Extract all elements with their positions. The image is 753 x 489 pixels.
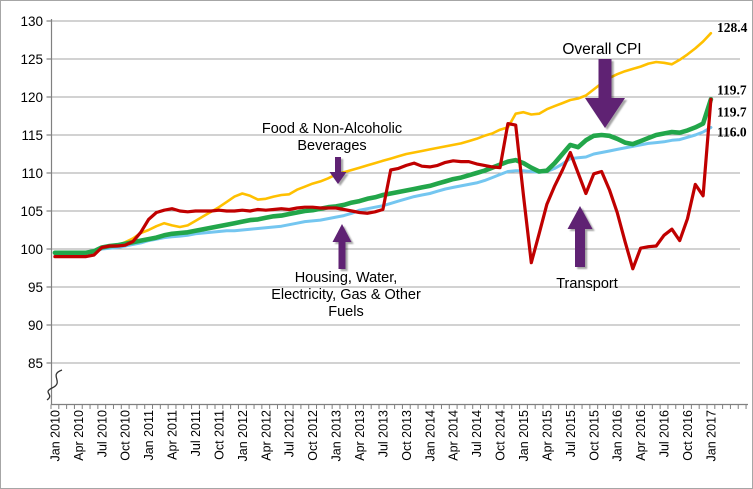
series-line-food [53,31,713,255]
x-axis-label: Jul 2010 [95,410,109,457]
x-axis-label: Oct 2015 [587,410,601,461]
x-axis-label: Oct 2013 [400,410,414,461]
x-axis-label: Oct 2014 [494,410,508,461]
y-axis-label: 100 [20,242,43,257]
axes-group [46,19,748,409]
y-axis-label: 85 [28,356,43,371]
x-axis-label: Jan 2012 [236,410,250,461]
x-axis-label: Apr 2010 [72,410,86,461]
annotation-housing-label: Fuels [328,304,363,320]
x-axis-label: Jan 2010 [48,410,62,461]
x-axis-label: Jan 2011 [142,410,156,461]
y-axis-label: 95 [28,280,43,295]
series-line-overall-cpi [52,97,714,256]
y-axis-label: 90 [28,318,43,333]
annotation-transport-label: Transport [556,276,618,292]
end-value-label-food: 128.4 [717,20,748,35]
end-value-label-overall-cpi: 119.7 [717,82,747,97]
annotation-housing-label: Housing, Water, [295,270,398,286]
food-arrow-icon [329,157,347,184]
annotation-food-label: Food & Non-Alcoholic [262,121,402,137]
labels-group: 85 90 95 100 105 110 115 120 125 130 Jan 2010 Apr 2… [20,14,747,461]
x-axis-label: Jan 2017 [704,410,718,461]
housing-arrow-icon [332,224,352,269]
axis-break-squiggle [46,369,63,401]
x-axis-label: Jul 2013 [376,410,390,457]
series-lines-group [52,31,714,271]
x-axis-label: Jan 2016 [611,410,625,461]
x-axis-label: Oct 2016 [681,410,695,461]
y-axis-label: 125 [20,52,43,67]
x-axis-label: Oct 2011 [212,410,226,460]
transport-arrow-icon [567,206,593,267]
end-value-label-housing: 116.0 [717,124,747,139]
x-axis-label: Oct 2010 [119,410,133,461]
series-line-housing [53,125,713,256]
annotation-housing-label: Electricity, Gas & Other [271,287,421,303]
end-value-label-transport: 119.7 [717,104,747,119]
x-axis-label: Apr 2015 [540,410,554,461]
y-axis-label: 110 [21,166,43,181]
x-axis-label: Jan 2015 [517,410,531,461]
x-axis-label: Jan 2014 [423,410,437,461]
overall-cpi-arrow-icon [585,59,625,128]
annotation-overall-cpi-label: Overall CPI [562,41,641,58]
x-axis-label: Jul 2012 [283,410,297,457]
x-axis-label: Oct 2012 [306,410,320,461]
gridlines-group [51,20,740,364]
x-axis-label: Jul 2016 [658,410,672,457]
annotations-group: Overall CPI Food & Non-AlcoholicBeverages… [262,41,642,320]
y-axis-label: 105 [20,204,43,219]
x-axis-label: Jul 2011 [189,410,203,456]
x-axis-label: Apr 2013 [353,410,367,461]
x-axis-label: Apr 2014 [447,410,461,461]
y-axis-label: 115 [21,128,43,143]
x-axis-label: Jul 2014 [470,410,484,457]
x-axis-label: Jul 2015 [564,410,578,457]
series-line-transport [53,97,713,271]
annotation-food-label: Beverages [297,138,366,154]
x-axis-label: Jan 2013 [330,410,344,461]
y-axis-label: 120 [20,90,43,105]
x-axis-label: Apr 2011 [166,410,180,460]
y-axis-label: 130 [20,14,43,29]
x-axis-label: Apr 2016 [634,410,648,461]
x-axis-label: Apr 2012 [259,410,273,461]
